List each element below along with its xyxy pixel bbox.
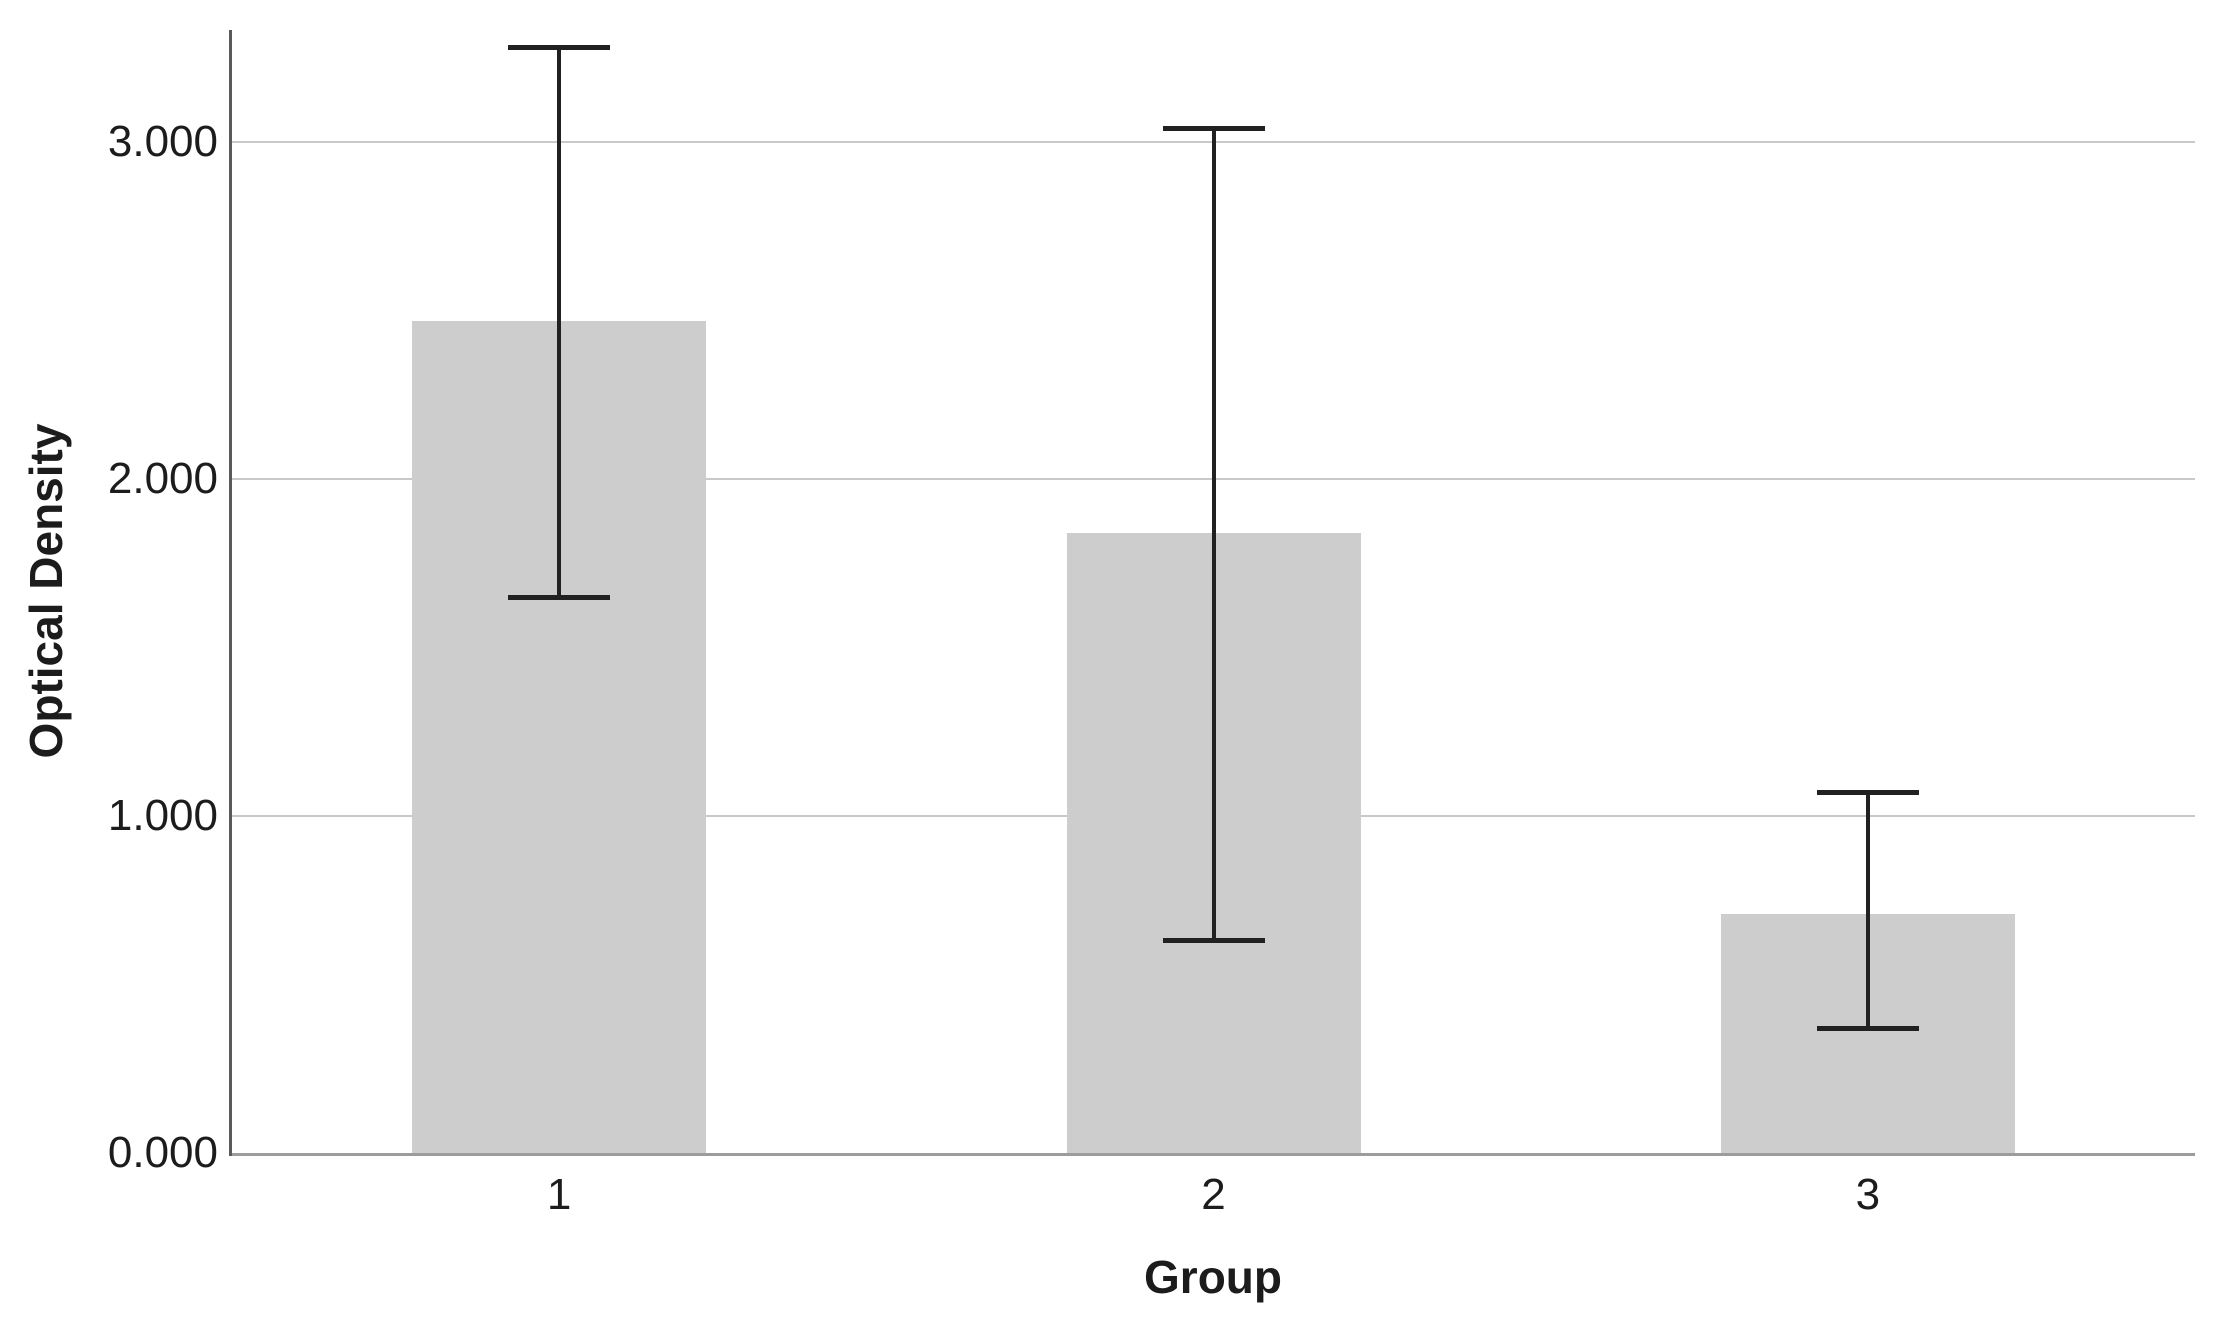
y-tick-label-3.000: 3.000 bbox=[107, 117, 218, 167]
x-axis-title: Group bbox=[1144, 1251, 1282, 1303]
y-tick-label-2.000: 2.000 bbox=[107, 454, 218, 504]
error-bar-cap-upper-group-3 bbox=[1816, 789, 1919, 795]
error-bar-stem-group-2 bbox=[1211, 128, 1216, 941]
y-tick-label-1.000: 1.000 bbox=[107, 791, 218, 841]
error-bar-stem-group-1 bbox=[557, 47, 562, 598]
x-tick-label-2: 2 bbox=[1201, 1170, 1226, 1219]
error-bar-cap-lower-group-3 bbox=[1816, 1025, 1919, 1031]
error-bar-cap-upper-group-1 bbox=[508, 45, 611, 51]
x-tick-label-3: 3 bbox=[1855, 1170, 1881, 1219]
x-axis-line bbox=[232, 1153, 2195, 1156]
x-tick-label-1: 1 bbox=[546, 1170, 572, 1219]
y-axis-line bbox=[229, 30, 232, 1156]
error-bar-cap-upper-group-2 bbox=[1162, 126, 1265, 132]
error-bar-cap-lower-group-2 bbox=[1162, 938, 1265, 944]
error-bar-stem-group-3 bbox=[1865, 792, 1870, 1029]
error-bar-cap-lower-group-1 bbox=[508, 594, 611, 600]
y-tick-label-0.000: 0.000 bbox=[107, 1128, 218, 1177]
